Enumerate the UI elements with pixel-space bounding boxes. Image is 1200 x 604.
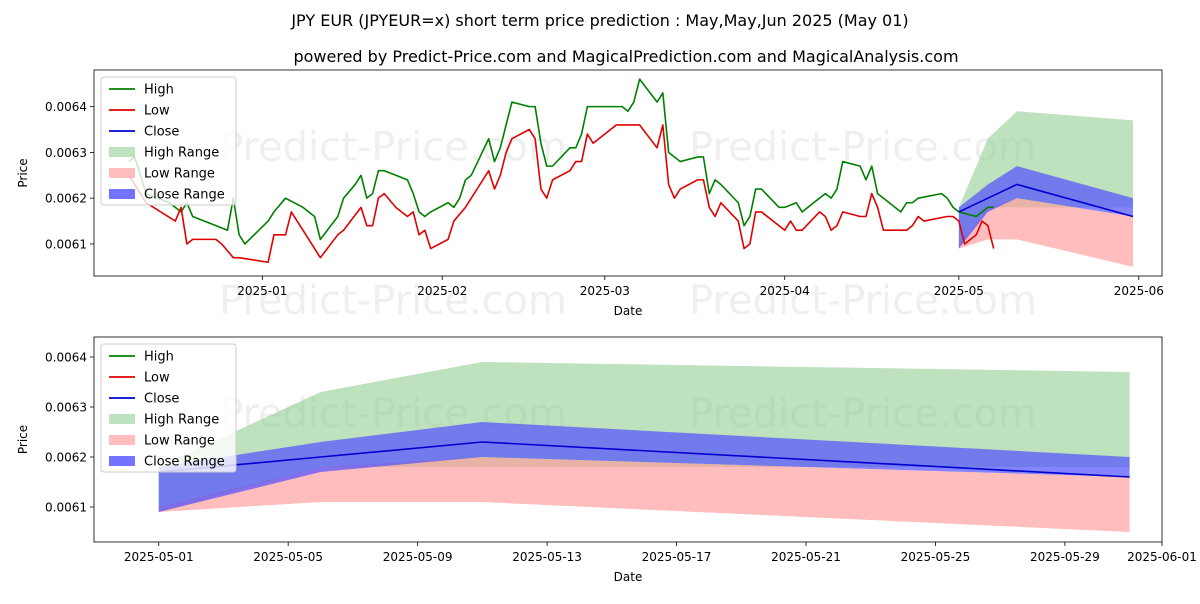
legend-label-close: Close xyxy=(144,392,179,407)
y-tick-label: 0.0063 xyxy=(45,401,87,415)
x-tick-label: 2025-04 xyxy=(760,284,810,298)
y-tick-label: 0.0063 xyxy=(45,146,87,160)
legend-swatch-close-range xyxy=(109,456,135,466)
legend-label-high: High xyxy=(144,350,174,365)
legend-label-low-range: Low Range xyxy=(144,434,215,449)
x-tick-label: 2025-02 xyxy=(417,284,467,298)
chart-title: JPY EUR (JPYEUR=x) short term price pred… xyxy=(290,11,908,30)
x-tick-label: 2025-05-17 xyxy=(642,550,712,564)
legend-label-close: Close xyxy=(144,125,179,140)
low-range-band xyxy=(958,198,1133,267)
x-tick-label: 2025-05-25 xyxy=(901,550,971,564)
x-tick-label: 2025-05-09 xyxy=(383,550,453,564)
legend-swatch-high-range xyxy=(109,147,135,157)
x-axis-label: Date xyxy=(614,570,643,584)
x-axis-label: Date xyxy=(614,304,643,318)
chart-panel-2: Predict-Price.comPredict-Price.com0.0061… xyxy=(16,336,1197,584)
y-axis-label: Price xyxy=(16,158,30,187)
legend-label-high: High xyxy=(144,83,174,98)
watermark-text: Predict-Price.com xyxy=(219,278,567,324)
legend-label-high-range: High Range xyxy=(144,146,219,161)
legend-label-high-range: High Range xyxy=(144,413,219,428)
low-range-band xyxy=(158,457,1130,532)
legend-label-close-range: Close Range xyxy=(144,188,225,203)
legend-label-low: Low xyxy=(144,104,170,119)
y-tick-label: 0.0061 xyxy=(45,501,87,515)
close-range-band xyxy=(958,166,1133,249)
watermark-text: Predict-Price.com xyxy=(689,278,1037,324)
y-tick-label: 0.0061 xyxy=(45,237,87,251)
legend-label-close-range: Close Range xyxy=(144,455,225,470)
legend-label-low-range: Low Range xyxy=(144,167,215,182)
y-tick-label: 0.0064 xyxy=(45,100,87,114)
x-tick-label: 2025-05-05 xyxy=(253,550,323,564)
close-series-line xyxy=(958,183,1134,218)
legend-swatch-close-range xyxy=(109,189,135,199)
legend-swatch-low-range xyxy=(109,168,135,178)
x-tick-label: 2025-05-13 xyxy=(512,550,582,564)
x-tick-label: 2025-03 xyxy=(580,284,630,298)
legend-label-low: Low xyxy=(144,371,170,386)
legend: High Low Close High Range Low Range Close Ran… xyxy=(100,343,237,473)
y-tick-label: 0.0062 xyxy=(45,192,87,206)
legend-swatch-high-range xyxy=(109,414,135,424)
legend: High Low Close High Range Low Range Close Ran… xyxy=(100,76,237,206)
y-axis-label: Price xyxy=(16,425,30,454)
x-tick-label: 2025-05 xyxy=(934,284,984,298)
watermark-text: Predict-Price.com xyxy=(219,125,567,171)
axes-frame xyxy=(93,69,1163,277)
x-tick-label: 2025-01 xyxy=(237,284,287,298)
x-tick-label: 2025-05-21 xyxy=(771,550,841,564)
chart-panel-1: Predict-Price.com Predict-Price.com Predic… xyxy=(16,69,1164,324)
chart-subtitle: powered by Predict-Price.com and Magical… xyxy=(293,47,958,66)
close-range-band xyxy=(158,422,1130,512)
y-tick-label: 0.0064 xyxy=(45,351,87,365)
plot-area xyxy=(158,362,1130,532)
x-tick-label: 2025-06 xyxy=(1114,284,1164,298)
x-tick-label: 2025-06-01 xyxy=(1127,550,1197,564)
axes-frame xyxy=(93,336,1163,543)
legend-swatch-low-range xyxy=(109,435,135,445)
x-tick-label: 2025-05-29 xyxy=(1030,550,1100,564)
close-series-line xyxy=(158,441,1130,478)
x-tick-label: 2025-05-01 xyxy=(124,550,194,564)
y-tick-label: 0.0062 xyxy=(45,451,87,465)
high-series-line xyxy=(128,78,994,245)
plot-area xyxy=(128,78,1134,267)
low-series-line xyxy=(128,124,995,264)
